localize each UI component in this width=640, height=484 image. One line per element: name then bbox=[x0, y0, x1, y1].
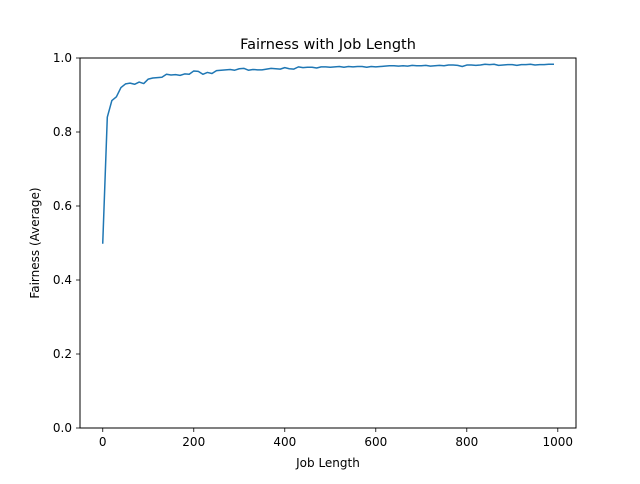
y-tick-label: 0.6 bbox=[53, 199, 72, 213]
plot-area-background bbox=[80, 58, 576, 428]
y-tick-label: 0.0 bbox=[53, 421, 72, 435]
y-axis-ticks: 0.0 0.2 0.4 0.6 0.8 1.0 bbox=[53, 51, 80, 435]
x-tick-label: 200 bbox=[182, 435, 205, 449]
y-tick-label: 1.0 bbox=[53, 51, 72, 65]
x-axis-label: Job Length bbox=[295, 456, 360, 470]
x-tick-label: 600 bbox=[364, 435, 387, 449]
x-tick-label: 1000 bbox=[543, 435, 574, 449]
y-tick-label: 0.8 bbox=[53, 125, 72, 139]
y-tick-label: 0.4 bbox=[53, 273, 72, 287]
series-layer bbox=[101, 63, 554, 244]
chart-title: Fairness with Job Length bbox=[240, 37, 416, 53]
y-tick-label: 0.2 bbox=[53, 347, 72, 361]
x-tick-label: 800 bbox=[455, 435, 478, 449]
plot-area-frame bbox=[79, 57, 577, 429]
y-axis-label: Fairness (Average) bbox=[28, 187, 42, 298]
x-tick-label: 0 bbox=[99, 435, 107, 449]
series-line-0 bbox=[101, 63, 554, 244]
x-tick-label: 400 bbox=[273, 435, 296, 449]
x-axis-ticks: 0 200 400 600 800 1000 bbox=[99, 428, 573, 449]
